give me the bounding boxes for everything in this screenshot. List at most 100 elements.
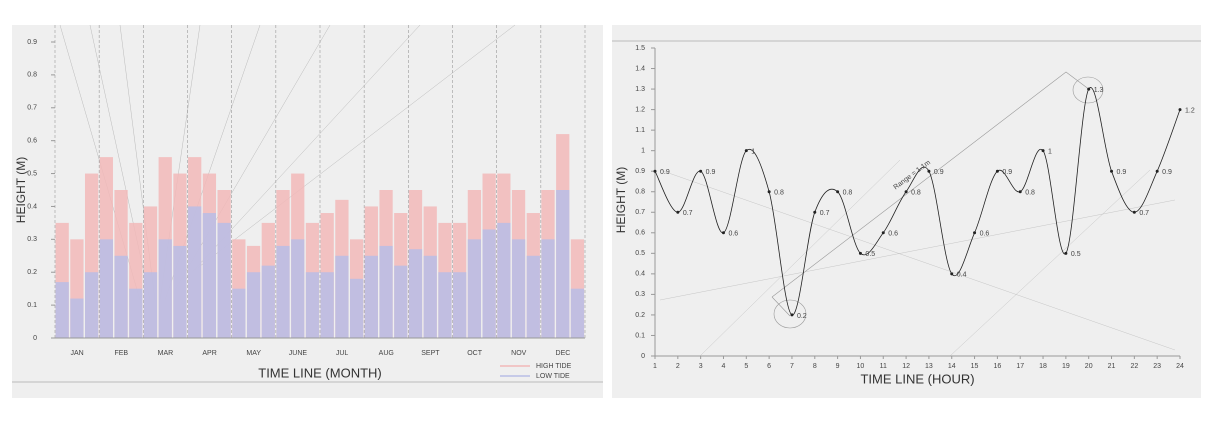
x-tick-label: DEC — [556, 350, 571, 357]
y-tick-label: 1.3 — [635, 86, 645, 93]
point — [790, 313, 794, 317]
data-label: 1.2 — [1185, 107, 1195, 114]
point — [1132, 210, 1136, 214]
x-tick-label: 15 — [971, 363, 979, 370]
y-tick-label: 0.7 — [27, 105, 37, 112]
bar — [526, 255, 540, 338]
y-tick-label: 1.5 — [635, 45, 645, 52]
x-tick-label: MAY — [246, 350, 261, 357]
data-label: 0.7 — [683, 210, 693, 217]
data-label: 0.8 — [774, 190, 784, 197]
data-label: 0.6 — [888, 231, 898, 238]
point — [1087, 87, 1091, 91]
x-tick-label: APR — [202, 350, 216, 357]
y-tick-label: 0.9 — [27, 39, 37, 46]
point — [676, 210, 680, 214]
bar — [158, 239, 172, 338]
bar — [305, 272, 320, 338]
decor-mesh — [659, 159, 1176, 357]
data-label: 0.9 — [1002, 169, 1012, 176]
legend-label: LOW TIDE — [536, 373, 570, 380]
bar — [99, 239, 113, 338]
y-tick-label: 0 — [641, 353, 645, 360]
bar — [423, 255, 437, 338]
y-axis-label: HEIGHT (M) — [14, 157, 28, 223]
x-axis-label: TIME LINE (HOUR) — [860, 371, 974, 386]
point — [904, 190, 908, 194]
point — [699, 169, 703, 173]
bar — [541, 239, 555, 338]
data-label: 0.7 — [820, 210, 830, 217]
bar — [217, 222, 231, 338]
x-tick-label: 16 — [993, 363, 1001, 370]
bar — [335, 255, 349, 338]
data-label: 0.9 — [1162, 169, 1172, 176]
point — [813, 210, 817, 214]
bar — [55, 282, 69, 338]
point — [881, 231, 885, 235]
x-tick-label: 14 — [948, 363, 956, 370]
x-tick-label: 17 — [1016, 363, 1024, 370]
bar — [511, 239, 526, 338]
y-tick-label: 0.4 — [27, 203, 37, 210]
point — [1110, 169, 1114, 173]
bar — [232, 288, 246, 338]
bar — [129, 288, 143, 338]
x-tick-label: 2 — [676, 363, 680, 370]
point — [1018, 190, 1022, 194]
x-tick-label: 5 — [744, 363, 748, 370]
y-tick-label: 0.6 — [27, 138, 37, 145]
bar — [482, 229, 496, 338]
x-tick-label: 23 — [1153, 363, 1161, 370]
y-tick-label: 0.1 — [635, 332, 645, 339]
point — [1155, 169, 1159, 173]
bar — [143, 272, 158, 338]
bar — [320, 272, 334, 338]
x-tick-label: 3 — [699, 363, 703, 370]
y-tick-label: 0.4 — [635, 271, 645, 278]
y-tick-label: 1 — [641, 148, 645, 155]
point — [836, 190, 840, 194]
right-panel — [612, 25, 1201, 398]
data-label: 0.9 — [660, 169, 670, 176]
y-tick-label: 0.3 — [27, 236, 37, 243]
bar — [173, 245, 187, 338]
bar — [467, 239, 482, 338]
y-tick-label: 0.8 — [27, 72, 37, 79]
point — [744, 149, 748, 153]
data-label: 0.4 — [957, 272, 967, 279]
data-label: 1 — [1048, 149, 1052, 156]
bar — [349, 278, 364, 338]
y-tick-label: 0.9 — [635, 168, 645, 175]
x-tick-label: 9 — [836, 363, 840, 370]
point — [1064, 251, 1068, 255]
point — [1178, 108, 1182, 112]
bar — [188, 206, 202, 338]
bar — [246, 272, 261, 338]
bar — [276, 245, 290, 338]
y-tick-label: 0.5 — [635, 250, 645, 257]
bar — [70, 298, 84, 338]
data-label: 0.2 — [797, 313, 807, 320]
data-label: 0.9 — [706, 169, 716, 176]
point — [1041, 149, 1045, 153]
data-label: 0.5 — [1071, 251, 1081, 258]
y-tick-label: 0.8 — [635, 189, 645, 196]
x-tick-label: NOV — [511, 350, 527, 357]
x-tick-label: 12 — [902, 363, 910, 370]
data-label: 0.7 — [1139, 210, 1149, 217]
data-label: 1 — [751, 149, 755, 156]
x-tick-label: SEPT — [421, 350, 440, 357]
bar — [453, 272, 467, 338]
x-tick-label: 19 — [1062, 363, 1070, 370]
data-label: 0.8 — [1025, 190, 1035, 197]
bar — [202, 213, 217, 338]
point — [973, 231, 977, 235]
y-axis-label: HEIGHT (M) — [614, 167, 628, 233]
bar — [114, 255, 128, 338]
data-label: 0.5 — [865, 251, 875, 258]
decor-range — [771, 71, 1104, 329]
y-tick-label: 0 — [33, 335, 37, 342]
x-tick-label: MAR — [158, 350, 174, 357]
data-label: 1.3 — [1094, 87, 1104, 94]
